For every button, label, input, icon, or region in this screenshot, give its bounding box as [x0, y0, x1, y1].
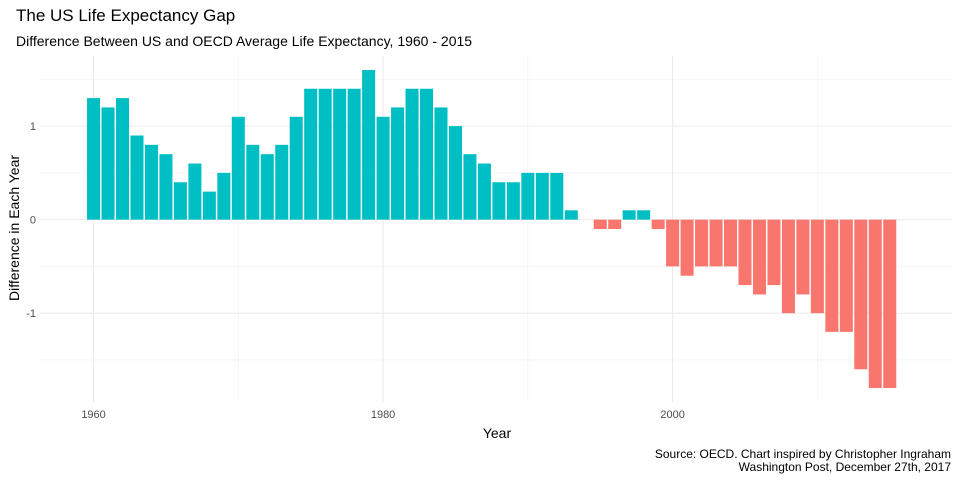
bar-1985 — [448, 126, 462, 220]
bar-1961 — [101, 107, 115, 220]
chart-caption: Source: OECD. Chart inspired by Christop… — [655, 448, 951, 474]
bar-1990 — [521, 172, 535, 220]
caption-line-date: Washington Post, December 27th, 2017 — [738, 460, 951, 474]
bar-1965 — [159, 154, 173, 220]
x-axis-title: Year — [483, 425, 512, 441]
x-axis-ticks: 1960 1980 2000 — [81, 409, 685, 421]
bar-2000 — [666, 219, 680, 267]
bar-1971 — [246, 144, 260, 220]
bar-1992 — [550, 172, 564, 220]
x-tick-label: 1980 — [371, 409, 395, 421]
bar-1964 — [144, 144, 158, 220]
bar-1977 — [333, 88, 347, 220]
bar-series — [87, 70, 897, 388]
bar-1981 — [391, 107, 405, 220]
y-axis-ticks: -1 0 1 — [26, 121, 36, 320]
bar-1960 — [87, 98, 101, 220]
bar-2002 — [695, 219, 709, 267]
bar-1972 — [260, 154, 274, 220]
bar-1988 — [492, 182, 506, 220]
x-tick-label: 1960 — [81, 409, 105, 421]
bar-1979 — [362, 70, 376, 220]
x-tick-label: 2000 — [660, 409, 684, 421]
bar-1969 — [217, 172, 231, 220]
bar-1987 — [477, 163, 491, 220]
bar-1995 — [593, 219, 607, 229]
bar-2010 — [810, 219, 824, 314]
y-tick-label: -1 — [26, 308, 36, 320]
bar-2006 — [752, 219, 766, 295]
bar-1989 — [506, 182, 520, 220]
caption-line-source: Source: OECD. Chart inspired by Christop… — [654, 447, 951, 461]
bar-2011 — [825, 219, 839, 332]
bar-1974 — [289, 116, 303, 220]
bar-1984 — [434, 107, 448, 220]
bar-2007 — [767, 219, 781, 286]
bar-1978 — [347, 88, 361, 220]
bar-1973 — [275, 144, 289, 220]
bar-2013 — [854, 219, 868, 370]
bar-2012 — [839, 219, 853, 332]
y-tick-label: 0 — [30, 215, 36, 227]
bar-1986 — [463, 154, 477, 220]
y-tick-label: 1 — [30, 121, 36, 133]
bar-1963 — [130, 135, 144, 220]
bar-1999 — [651, 219, 665, 229]
bar-2009 — [796, 219, 810, 295]
bar-2003 — [709, 219, 723, 267]
bar-1970 — [231, 116, 245, 220]
bar-1966 — [173, 182, 187, 220]
y-axis-title: Difference in Each Year — [6, 155, 22, 301]
bar-1996 — [608, 219, 622, 229]
bar-1967 — [188, 163, 202, 220]
bar-1998 — [637, 210, 651, 220]
bar-2014 — [868, 219, 882, 388]
bar-2015 — [883, 219, 897, 388]
bar-1976 — [318, 88, 332, 220]
chart-subtitle: Difference Between US and OECD Average L… — [16, 33, 473, 49]
bar-1980 — [376, 116, 390, 220]
bar-2005 — [738, 219, 752, 286]
bar-1983 — [420, 88, 434, 220]
bar-1962 — [116, 98, 130, 220]
bar-2001 — [680, 219, 694, 276]
chart-title: The US Life Expectancy Gap — [16, 6, 236, 25]
bar-1991 — [535, 172, 549, 220]
bar-1997 — [622, 210, 636, 220]
bar-2008 — [781, 219, 795, 314]
bar-1993 — [564, 210, 578, 220]
bar-1968 — [202, 191, 216, 220]
bar-2004 — [724, 219, 738, 267]
bar-1975 — [304, 88, 318, 220]
bar-1982 — [405, 88, 419, 220]
